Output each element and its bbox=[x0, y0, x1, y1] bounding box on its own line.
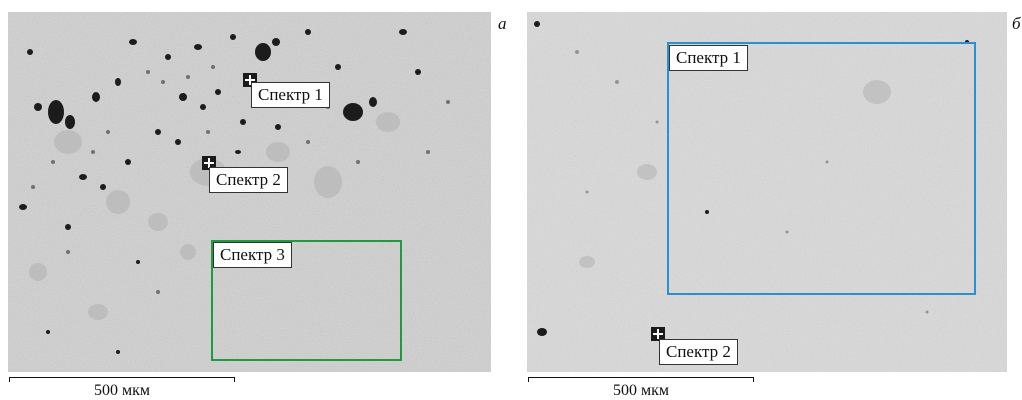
micrograph-a bbox=[8, 12, 491, 372]
panel-letter-a: а bbox=[498, 14, 507, 33]
micrograph-b bbox=[527, 12, 1007, 372]
panel-letter-b: б bbox=[1012, 14, 1021, 33]
scale-bar-line-b bbox=[528, 377, 754, 382]
spectrum-label-3-a: Спектр 3 bbox=[213, 242, 292, 268]
spectrum-marker-2-a bbox=[202, 156, 216, 170]
scale-bar-b: 500 мкм bbox=[528, 377, 754, 399]
scale-bar-line-a bbox=[9, 377, 235, 382]
spectrum-marker-2-b bbox=[651, 327, 665, 341]
spectrum-region-1-b bbox=[667, 42, 976, 295]
scale-bar-a: 500 мкм bbox=[9, 377, 235, 399]
spectrum-label-2-a: Спектр 2 bbox=[209, 167, 288, 193]
spectrum-label-2-b: Спектр 2 bbox=[659, 339, 738, 365]
scale-bar-label-a: 500 мкм bbox=[93, 382, 151, 399]
micrograph-b-image bbox=[527, 12, 1007, 372]
spectrum-region-3-a bbox=[211, 240, 402, 361]
micrograph-a-image bbox=[8, 12, 491, 372]
spectrum-label-1-a: Спектр 1 bbox=[251, 82, 330, 108]
scale-bar-label-b: 500 мкм bbox=[612, 382, 670, 399]
spectrum-label-1-b: Спектр 1 bbox=[669, 45, 748, 71]
